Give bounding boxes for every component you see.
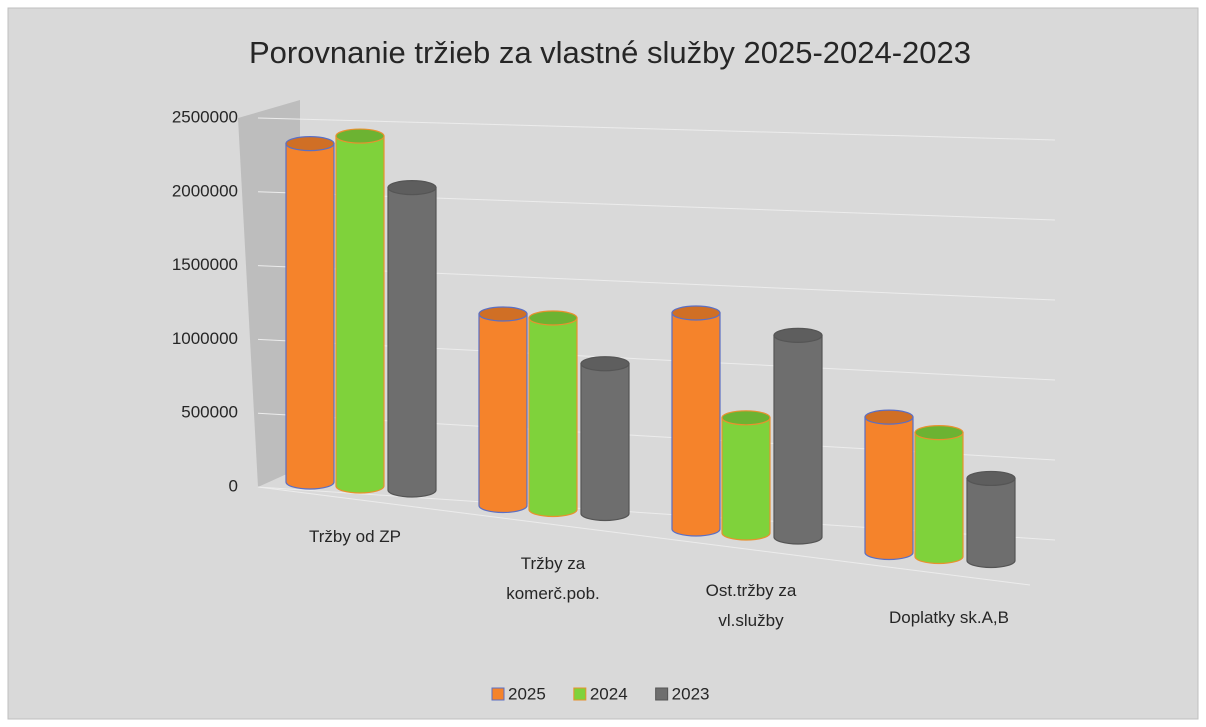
cylinder: [721, 410, 771, 541]
cylinder-top: [580, 356, 630, 372]
y-tick-label: 1500000: [172, 255, 238, 274]
cylinder: [671, 305, 721, 537]
x-tick-label: Tržby od ZP: [309, 527, 401, 546]
cylinder: [914, 425, 964, 565]
cylinder: [966, 470, 1016, 569]
legend-label: 2023: [672, 684, 710, 703]
cylinder-body: [580, 363, 630, 522]
chart-title: Porovnanie tržieb za vlastné služby 2025…: [249, 35, 971, 70]
cylinder-body: [721, 417, 771, 541]
cylinder: [387, 180, 437, 498]
y-tick-label: 1000000: [172, 329, 238, 348]
cylinder-body: [773, 334, 823, 545]
grid-line: [257, 117, 1056, 141]
cylinder-body: [335, 135, 385, 494]
cylinder-top: [914, 425, 964, 441]
x-tick-label: Tržby za komerč.pob.: [506, 554, 600, 603]
side-wall: [238, 100, 300, 487]
cylinder-top: [528, 310, 578, 326]
y-tick-label: 0: [229, 476, 238, 495]
cylinder: [285, 136, 335, 490]
cylinder-body: [914, 432, 964, 565]
cylinder-body: [478, 313, 528, 514]
cylinder-top: [966, 470, 1016, 487]
x-tick-label: Doplatky sk.A,B: [889, 608, 1009, 627]
y-tick-label: 2500000: [172, 107, 238, 126]
cylinder-body: [864, 416, 914, 561]
floor-edge: [257, 486, 1031, 586]
legend-swatch: [573, 687, 587, 701]
legend-label: 2024: [590, 684, 628, 703]
legend-swatch: [491, 687, 505, 701]
y-tick-label: 2000000: [172, 181, 238, 200]
cylinder-top: [285, 136, 335, 152]
cylinder-top: [721, 410, 771, 426]
cylinder-body: [671, 312, 721, 537]
cylinder: [478, 306, 528, 514]
cylinder: [335, 128, 385, 494]
x-tick-label: Ost.tržby za vl.služby: [705, 581, 797, 630]
cylinder: [773, 327, 823, 545]
cylinder-top: [773, 327, 823, 343]
legend-label: 2025: [508, 684, 546, 703]
cylinder-top: [478, 306, 528, 322]
cylinder-body: [966, 477, 1016, 569]
cylinder: [528, 310, 578, 518]
cylinder-body: [528, 317, 578, 518]
cylinder-body: [387, 187, 437, 498]
cylinder: [580, 356, 630, 522]
cylinder-top: [864, 409, 914, 425]
cylinder: [864, 409, 914, 561]
legend-swatch: [655, 687, 669, 701]
cylinder-top: [671, 305, 721, 321]
y-tick-label: 500000: [181, 403, 238, 422]
cylinder-top: [387, 180, 437, 196]
cylinder-body: [285, 143, 335, 490]
cylinder-top: [335, 128, 385, 144]
